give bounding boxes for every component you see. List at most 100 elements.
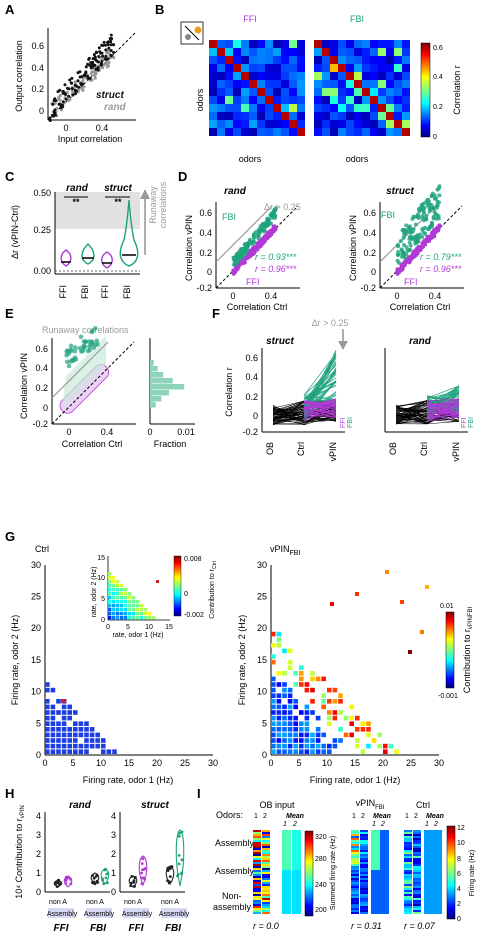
i-cell [413,908,421,910]
a-dot-struct [109,40,113,44]
b-matrix-cell [257,96,265,104]
i-cell [253,902,261,904]
g-vpin-point [366,743,371,749]
d-dot-fbi [272,214,277,219]
b-matrix-cell [314,128,322,136]
d-right-ytick-4: 0.6 [363,208,376,218]
i-cell [360,860,368,862]
i-cell [262,880,270,882]
g-left-xticks: 0 5 10 15 20 25 30 [42,758,218,768]
i-row-assembly-2: Assembly 2 [215,866,262,876]
a-dot-struct [73,92,77,96]
i-mean-cell [292,838,301,840]
i-mean-cell [424,894,433,896]
g-ctrl-point [78,749,84,754]
e-hist-bar [150,396,162,402]
g-ytick: 30 [31,560,41,570]
g-vpin-point [355,743,360,749]
i-mean-cell [282,856,291,858]
g-vpin-point [276,727,282,732]
i-cell [360,872,368,874]
i-cbar2-tick-3: 6 [457,871,461,878]
b-matrix-cell [402,72,410,80]
b-matrix-cell [281,128,289,136]
b-matrix-cell [273,48,281,56]
d-dot-ffi [265,232,270,237]
b-matrix-cell [217,48,225,56]
e-dot [89,329,95,335]
i-mean-cell [292,834,301,836]
i-cell [404,912,412,914]
g-inset-point [112,592,116,596]
d-dot-ffi [421,243,426,248]
i-mean-cell [433,846,442,848]
i-mean-cell [282,852,291,854]
e-dot [72,349,78,354]
i-mean-cell [433,900,442,902]
b-matrix-cell [330,120,338,128]
h-point [140,882,144,886]
i-mean-cell [424,912,433,914]
b-matrix-cell [338,72,346,80]
g-vpin-point [304,710,310,715]
i-mean-cell [282,838,291,840]
g-vpin-point [287,648,293,654]
i-mean-cell [292,864,301,866]
g-xtick: 5 [296,758,301,768]
g-vpin-point [287,659,293,665]
i-mean-cell [380,886,389,888]
i-mean-cell [380,892,389,894]
i-mean-cell [282,884,291,886]
g-vpin-point [287,699,293,704]
i-mean-cell [424,834,433,836]
g-vpin-point [366,732,371,738]
d-dot-ffi [425,236,430,241]
a-dot-struct [97,55,101,58]
i-mean-cell [433,834,442,836]
g-ctrl-point [45,743,50,749]
b-matrix-cell [394,64,402,72]
i-cell [253,898,261,900]
b-matrix-cell [297,88,305,96]
i-mean-cell [433,874,442,876]
i-mean-cell [433,888,442,890]
b-matrix-cell [354,120,362,128]
g-inset-point [144,612,148,616]
g-vpin-point [321,704,326,710]
g-inset-point [140,616,144,620]
g-ctrl-point [50,743,56,749]
i-cell [404,888,412,890]
b-matrix-cell [257,120,265,128]
i-cell [404,906,412,908]
h-point [55,885,59,888]
i-mean-cell [292,868,301,870]
g-ctrl-point [50,721,56,726]
i-mean-cell [282,858,291,860]
g-xtick: 10 [96,758,106,768]
g-vpin-point [287,715,293,721]
i-ctrl-mean: Mean [426,813,444,820]
e-hist-bar [150,360,154,366]
i-cell [262,870,270,872]
g-ctrl-point [84,721,89,726]
b-xlabel-ffi: odors [239,154,262,164]
i-cell [360,858,368,860]
f-line-ffi [303,408,337,420]
i-cell [413,870,421,872]
i-cell [360,892,368,894]
i-cbar2-tick-6: 0 [457,916,461,923]
b-matrix-cell [354,88,362,96]
g-vpin-point [299,721,304,726]
g-vpin-point [321,693,326,698]
g-vpin-point [321,743,326,749]
d-dot-fbi [243,251,248,256]
g-vpin-point [271,715,276,721]
i-mean-cell [433,838,442,840]
i-cell [360,906,368,908]
b-matrix-cell [338,120,346,128]
a-ylabel: Output correlation [14,40,24,112]
d-dot-fbi [435,187,440,192]
a-dot-struct [109,43,113,47]
i-mean-cell [424,848,433,850]
e-hist-bar [150,378,173,384]
